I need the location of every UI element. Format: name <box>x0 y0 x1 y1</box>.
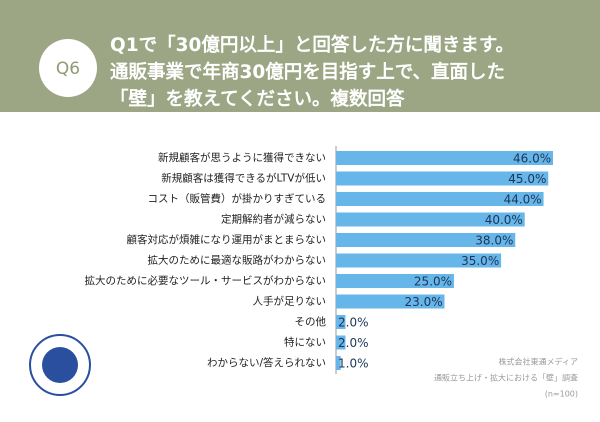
category-label: 新規顧客が思うように獲得できない <box>158 151 326 164</box>
category-label: 特にない <box>284 337 326 349</box>
value-label: 1.0% <box>338 357 369 371</box>
value-label: 40.0% <box>485 213 523 227</box>
category-label: 人手が足りない <box>253 295 327 308</box>
bar <box>336 294 445 309</box>
bar <box>336 253 502 268</box>
category-label: 新規顧客は獲得できるがLTVが低い <box>161 172 326 185</box>
bar <box>336 171 549 186</box>
value-label: 46.0% <box>513 152 551 166</box>
value-label: 38.0% <box>475 234 513 248</box>
source-text: 株式会社東通メディア <box>499 357 578 367</box>
bar <box>336 233 516 247</box>
bar <box>336 151 553 165</box>
title-line: 「壁」を教えてください。複数回答 <box>110 88 405 110</box>
source-text: 通販立ち上げ・拡大における「壁」調査 <box>434 373 578 383</box>
category-label: 拡大のために最適な販路がわからない <box>148 254 327 267</box>
bar <box>336 192 544 206</box>
logo-core <box>42 347 78 383</box>
value-label: 44.0% <box>504 193 542 207</box>
value-label: 2.0% <box>338 316 369 330</box>
bar <box>336 212 525 227</box>
bar <box>336 315 346 329</box>
question-badge <box>39 39 97 97</box>
question-label: Q6 <box>56 59 80 79</box>
value-label: 35.0% <box>461 254 499 268</box>
header-band <box>0 0 600 112</box>
category-label: 定期解約者が減らない <box>221 213 326 226</box>
value-label: 23.0% <box>405 295 443 309</box>
title-line: Q1で「30億円以上」と回答した方に聞きます。 <box>110 34 514 56</box>
category-label: その他 <box>295 315 327 328</box>
bar <box>336 274 454 288</box>
source-text: (n=100) <box>545 390 578 399</box>
value-label: 2.0% <box>338 336 369 350</box>
bar <box>336 356 341 370</box>
logo-ring <box>29 334 91 396</box>
category-label: 顧客対応が煩雑になり運用がまとまらない <box>127 233 327 246</box>
bar <box>336 335 346 350</box>
value-label: 25.0% <box>414 275 452 289</box>
category-label: コスト（販管費）が掛かりすぎている <box>148 192 327 205</box>
title-line: 通販事業で年商30億円を目指す上で、直面した <box>110 61 505 83</box>
category-label: わからない/答えられない <box>207 356 326 369</box>
logo <box>29 334 91 396</box>
category-label: 拡大のために必要なツール・サービスがわからない <box>85 274 327 287</box>
value-label: 45.0% <box>508 172 546 186</box>
